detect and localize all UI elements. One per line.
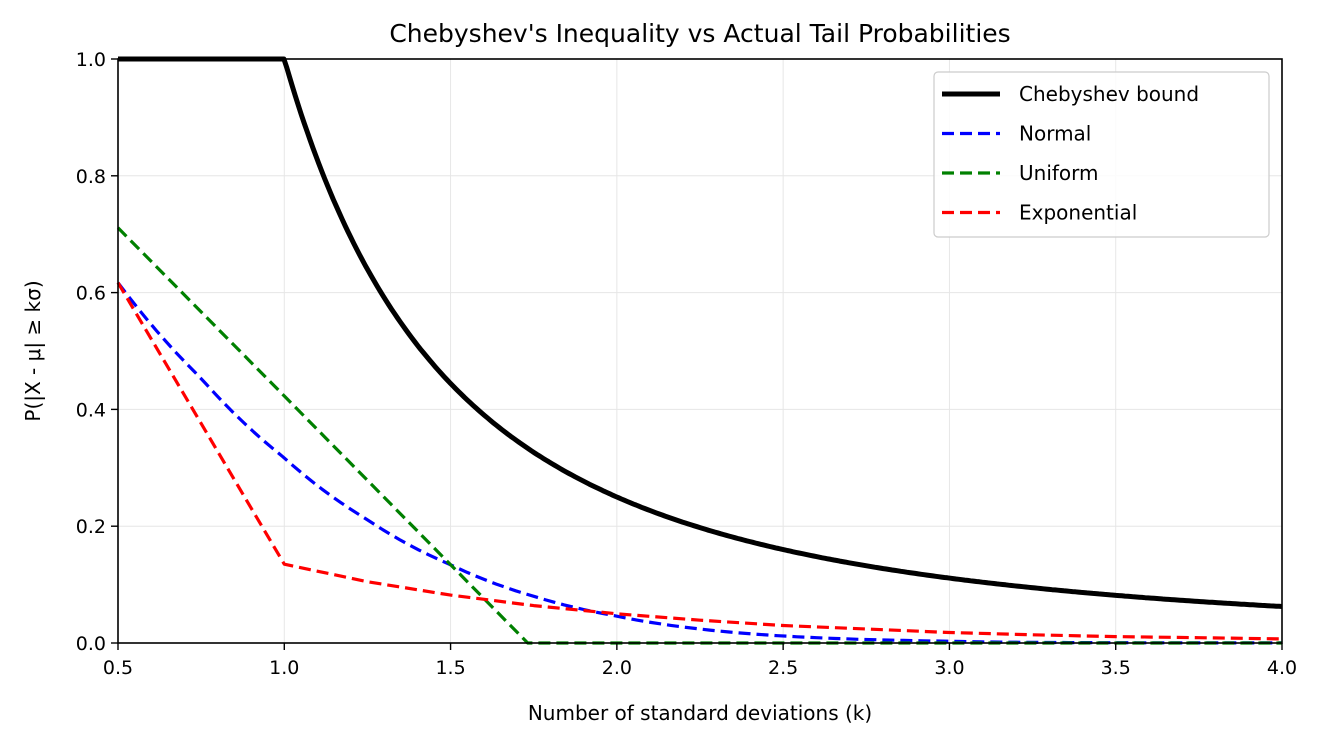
legend-label: Exponential (1019, 201, 1137, 225)
y-axis-label: P(|X - μ| ≥ kσ) (21, 280, 45, 421)
x-tick-label: 4.0 (1267, 657, 1297, 679)
series-line-exponential (116, 281, 1283, 641)
legend-box (933, 71, 1270, 238)
legend-label: Normal (1019, 122, 1091, 146)
x-tick-label: 1.5 (435, 657, 465, 679)
y-tick-label: 0.2 (76, 516, 106, 538)
legend-label: Chebyshev bound (1019, 82, 1199, 106)
x-tick-label: 3.5 (1101, 657, 1131, 679)
series-line-chebyshev-bound (118, 56, 1283, 609)
ticks: 0.5 1.0 1.5 2.0 2.5 3.0 3.5 4.0 0.0 0.2 0.4 0.6 0.8 1… (76, 49, 1297, 679)
y-tick-label: 0.6 (76, 283, 106, 305)
legend: Chebyshev bound Normal Uniform Exponential (933, 71, 1270, 238)
plot-frame (117, 58, 1283, 644)
y-tick-label: 0.0 (76, 633, 106, 655)
x-tick-label: 2.5 (768, 657, 798, 679)
legend-label: Uniform (1019, 161, 1099, 185)
x-tick-label: 2.0 (602, 657, 632, 679)
x-tick-label: 3.0 (934, 657, 964, 679)
x-axis-label: Number of standard deviations (k) (528, 701, 872, 725)
y-tick-label: 1.0 (76, 49, 106, 71)
x-tick-label: 1.0 (269, 657, 299, 679)
series-line-normal (116, 281, 1282, 645)
y-tick-label: 0.8 (76, 166, 106, 188)
x-tick-label: 0.5 (103, 657, 133, 679)
series-line-uniform (116, 226, 1282, 645)
chart-title: Chebyshev's Inequality vs Actual Tail Pr… (389, 19, 1010, 48)
y-tick-label: 0.4 (76, 399, 106, 421)
